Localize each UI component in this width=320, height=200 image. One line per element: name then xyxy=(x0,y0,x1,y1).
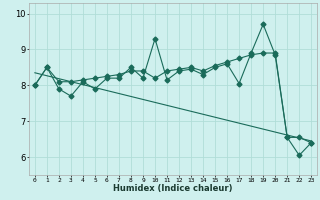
X-axis label: Humidex (Indice chaleur): Humidex (Indice chaleur) xyxy=(113,184,233,193)
